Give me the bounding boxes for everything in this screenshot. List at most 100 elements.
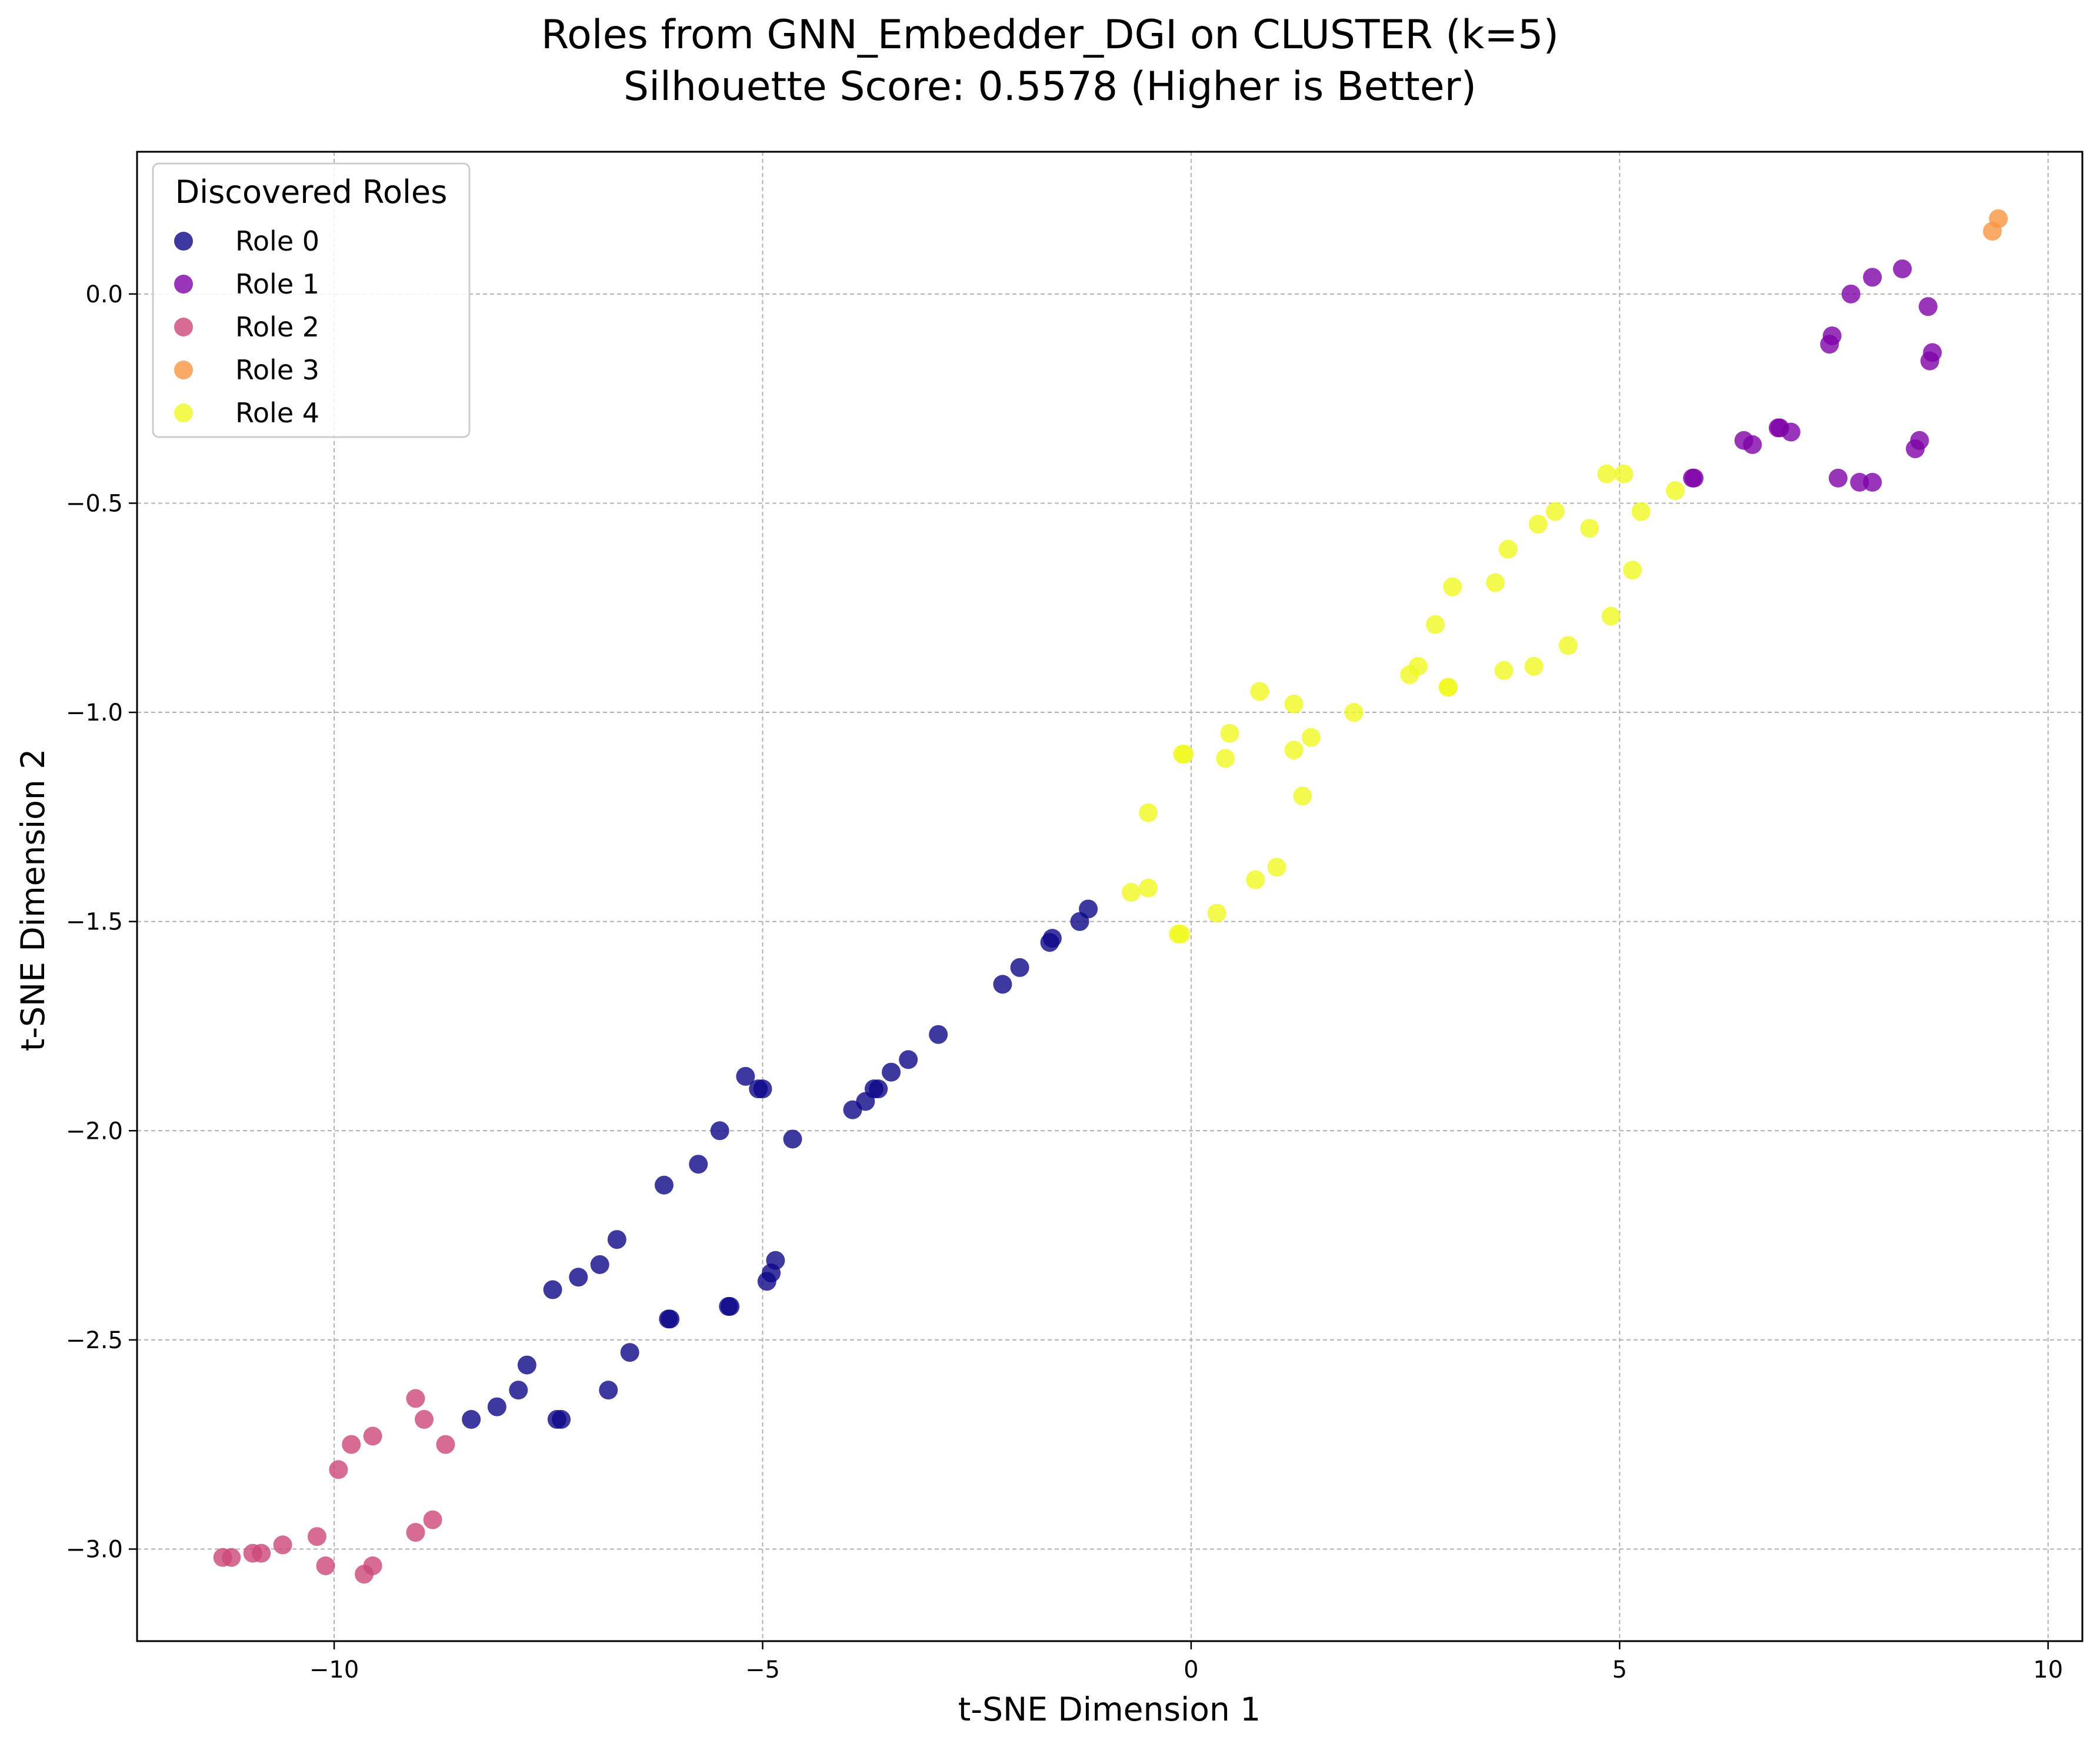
data-point-role-2 (436, 1435, 455, 1454)
y-tick-label: −2.5 (66, 1327, 123, 1354)
data-point-role-4 (1207, 903, 1226, 923)
data-point-role-0 (654, 1175, 674, 1195)
y-tick-label: −1.5 (66, 909, 123, 936)
data-point-role-0 (1042, 929, 1062, 948)
x-tick-label: −5 (745, 1656, 780, 1683)
data-point-role-4 (1250, 682, 1269, 701)
data-point-role-4 (1498, 539, 1518, 559)
data-point-role-4 (1597, 464, 1616, 484)
legend-label-role-0: Role 0 (235, 225, 319, 257)
x-tick-label: −10 (309, 1656, 359, 1683)
data-point-role-0 (509, 1381, 528, 1400)
data-point-role-1 (1822, 326, 1842, 345)
data-point-role-0 (993, 975, 1012, 994)
data-point-role-2 (342, 1435, 361, 1454)
data-point-role-2 (316, 1556, 335, 1575)
chart-title: Roles from GNN_Embedder_DGI on CLUSTER (… (541, 12, 1559, 58)
data-point-role-4 (1171, 925, 1191, 944)
x-tick-label: 0 (1184, 1656, 1198, 1683)
data-point-role-0 (783, 1129, 802, 1149)
data-point-role-0 (882, 1062, 901, 1082)
y-tick-label: −1.0 (66, 699, 123, 726)
data-point-role-4 (1524, 656, 1544, 676)
data-point-role-2 (423, 1510, 442, 1529)
data-point-role-0 (487, 1397, 506, 1416)
data-point-role-2 (363, 1426, 382, 1446)
data-point-role-0 (1079, 899, 1098, 919)
data-point-role-4 (1486, 573, 1505, 592)
data-point-role-2 (329, 1460, 348, 1479)
y-axis-label: t-SNE Dimension 2 (14, 749, 52, 1052)
legend-label-role-2: Role 2 (235, 311, 319, 343)
data-point-role-1 (1923, 343, 1942, 362)
data-point-role-2 (363, 1556, 382, 1575)
data-point-role-4 (1528, 515, 1548, 534)
legend-marker-role-2 (174, 318, 193, 336)
data-point-role-0 (753, 1079, 772, 1099)
axis-ticks: −10 −5 0 5 10 0.0 −0.5 −1.0 −1.5 −2.0 −2.5 −3.0 (66, 281, 2063, 1683)
data-point-role-2 (273, 1535, 292, 1555)
data-point-role-4 (1426, 615, 1445, 634)
x-axis-label: t-SNE Dimension 1 (958, 1691, 1261, 1728)
legend-label-role-1: Role 1 (235, 268, 319, 300)
data-point-role-1 (1685, 468, 1704, 488)
data-point-role-4 (1293, 786, 1312, 806)
data-point-role-4 (1666, 481, 1685, 501)
data-point-role-1 (1743, 435, 1762, 454)
legend-title: Discovered Roles (175, 174, 448, 211)
data-point-role-2 (222, 1548, 241, 1567)
data-point-role-4 (1267, 858, 1286, 877)
data-point-role-2 (406, 1389, 425, 1408)
x-tick-label: 5 (1612, 1656, 1627, 1683)
data-point-role-4 (1494, 661, 1514, 680)
data-point-role-4 (1284, 694, 1304, 714)
legend-marker-role-0 (174, 232, 193, 251)
chart-subtitle: Silhouette Score: 0.5578 (Higher is Bett… (624, 64, 1476, 110)
data-point-role-0 (1010, 958, 1029, 977)
legend-marker-role-4 (174, 404, 193, 422)
data-point-role-4 (1216, 749, 1235, 768)
data-point-role-0 (766, 1251, 785, 1270)
data-point-role-2 (307, 1527, 326, 1546)
y-tick-label: −3.0 (66, 1536, 123, 1563)
legend-label-role-3: Role 3 (235, 354, 319, 386)
data-point-role-1 (1841, 284, 1861, 304)
data-point-role-1 (1863, 268, 1882, 287)
data-point-role-4 (1284, 741, 1304, 760)
legend-entries: Role 0 Role 1 Role 2 Role 3 Role 4 (174, 225, 319, 429)
data-point-role-4 (1139, 803, 1158, 822)
data-point-role-0 (607, 1230, 626, 1249)
data-point-role-0 (620, 1343, 639, 1362)
data-point-role-0 (517, 1355, 536, 1375)
data-point-role-0 (721, 1297, 740, 1316)
data-point-role-4 (1175, 745, 1194, 764)
data-point-role-4 (1631, 502, 1651, 521)
y-tick-label: 0.0 (85, 281, 123, 308)
data-point-role-4 (1301, 728, 1321, 747)
data-point-role-1 (1828, 468, 1848, 488)
data-point-role-0 (661, 1309, 680, 1329)
data-point-role-4 (1601, 606, 1621, 626)
data-point-role-0 (869, 1079, 888, 1099)
data-point-role-0 (710, 1121, 729, 1141)
data-point-role-4 (1246, 870, 1265, 889)
data-point-role-0 (736, 1066, 755, 1086)
data-point-role-4 (1408, 656, 1428, 676)
data-point-role-0 (569, 1268, 588, 1287)
data-point-role-0 (590, 1255, 609, 1274)
legend-label-role-4: Role 4 (235, 397, 319, 429)
data-point-role-4 (1580, 519, 1599, 538)
data-point-role-1 (1893, 259, 1912, 279)
data-point-role-4 (1623, 561, 1642, 580)
data-points (213, 209, 2008, 1584)
data-point-role-0 (543, 1280, 562, 1299)
data-point-role-2 (415, 1410, 434, 1429)
data-point-role-0 (599, 1381, 618, 1400)
data-point-role-4 (1438, 678, 1458, 697)
legend-box (152, 162, 471, 438)
y-tick-label: −0.5 (66, 490, 123, 517)
data-point-role-4 (1139, 878, 1158, 898)
data-point-role-4 (1546, 502, 1565, 521)
